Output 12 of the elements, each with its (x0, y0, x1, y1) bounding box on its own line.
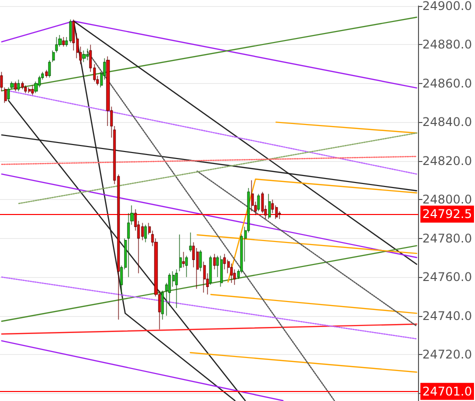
y-tick-label: 24760.0 (422, 270, 472, 284)
y-tick-label: 24880.0 (422, 38, 472, 52)
y-tick-label: 24900.0 (422, 0, 472, 13)
y-tick-label: 24820.0 (422, 154, 472, 168)
y-tick-label: 24860.0 (422, 76, 472, 90)
ref-line-label: 24792.5 (422, 207, 472, 222)
y-tick-label: 24800.0 (422, 192, 472, 207)
y-tick-label: 24840.0 (422, 115, 472, 130)
y-tick-label: 24740.0 (422, 308, 472, 323)
y-tick-label: 24780.0 (422, 231, 472, 246)
ref-line-label: 24701.0 (422, 384, 472, 398)
y-tick-label: 24720.0 (422, 348, 472, 362)
